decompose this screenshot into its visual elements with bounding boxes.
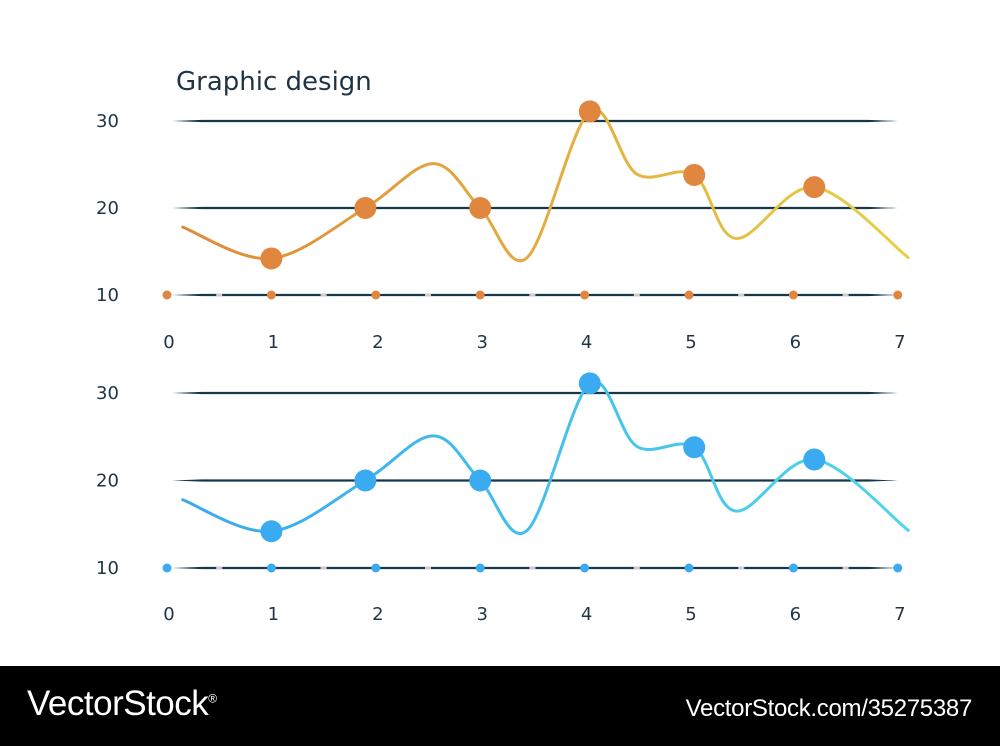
data-point xyxy=(354,197,377,219)
x-tick-label: 5 xyxy=(685,332,696,353)
x-tick-label: 1 xyxy=(268,332,279,353)
baseline-dash xyxy=(425,293,431,297)
baseline-dash xyxy=(216,566,223,570)
data-point xyxy=(469,469,492,492)
baseline-dot xyxy=(162,290,172,300)
baseline-dot xyxy=(788,563,798,573)
series-line xyxy=(181,108,910,263)
x-tick-label: 6 xyxy=(790,604,801,625)
baseline-dash xyxy=(216,293,223,297)
image-id: VectorStock.com/35275387 xyxy=(685,695,973,722)
x-tick-label: 7 xyxy=(894,604,905,625)
baseline-dash xyxy=(529,566,536,570)
x-tick-label: 4 xyxy=(581,332,592,353)
x-tick-label: 3 xyxy=(476,604,487,625)
baseline-dot xyxy=(371,563,381,573)
x-tick-label: 0 xyxy=(163,332,174,353)
baseline-dash xyxy=(633,566,640,570)
grid-line xyxy=(172,479,898,482)
footer-bar: VectorStock® VectorStock.com/35275387 xyxy=(0,666,1000,746)
baseline-dot xyxy=(684,563,694,573)
baseline-dash xyxy=(842,293,849,297)
baseline-dash xyxy=(320,293,327,297)
baseline-dot xyxy=(893,290,903,300)
data-point xyxy=(803,176,826,199)
top-chart-panel: 10 20 30 0 1 2 3 4 5 6 7 xyxy=(96,100,910,353)
baseline-dot xyxy=(475,290,485,300)
baseline-dot xyxy=(580,290,590,300)
baseline-dash xyxy=(320,566,327,570)
baseline-dash xyxy=(842,566,849,570)
chart-title: Graphic design xyxy=(176,67,372,97)
logo-trademark: ® xyxy=(208,691,217,706)
baseline-dash xyxy=(529,293,536,297)
y-tick-label: 10 xyxy=(96,558,119,579)
data-point xyxy=(578,372,601,395)
data-point xyxy=(683,163,706,186)
x-tick-label: 7 xyxy=(894,332,905,353)
x-tick-label: 5 xyxy=(685,604,696,625)
data-point xyxy=(354,469,377,492)
x-tick-label: 1 xyxy=(268,604,279,625)
baseline-dot xyxy=(893,563,903,573)
logo-text: VectorStock xyxy=(27,684,209,723)
data-point xyxy=(469,197,492,219)
x-tick-label: 0 xyxy=(163,604,174,625)
baseline-dot xyxy=(162,563,172,573)
baseline-dot xyxy=(266,563,276,573)
grid-line xyxy=(172,391,898,395)
baseline-dash xyxy=(425,566,431,570)
data-point xyxy=(260,247,283,270)
baseline-dash xyxy=(738,566,745,570)
series-line xyxy=(181,379,910,535)
y-tick-label: 30 xyxy=(96,111,119,132)
baseline-dot xyxy=(684,290,694,300)
baseline-dot xyxy=(580,563,590,573)
x-tick-label: 3 xyxy=(476,332,487,353)
baseline-dash xyxy=(633,293,640,297)
baseline-dot xyxy=(788,290,798,300)
x-tick-label: 6 xyxy=(790,332,801,353)
baseline-dot xyxy=(371,290,381,300)
x-tick-label: 4 xyxy=(581,604,592,625)
data-point xyxy=(683,436,706,459)
y-tick-label: 10 xyxy=(96,285,119,306)
data-point xyxy=(803,448,826,471)
data-point xyxy=(578,100,601,123)
baseline-dash xyxy=(738,293,745,297)
y-tick-label: 20 xyxy=(96,198,119,219)
x-tick-label: 2 xyxy=(372,604,383,625)
y-tick-label: 20 xyxy=(96,471,119,492)
data-point xyxy=(260,520,283,543)
baseline-dot xyxy=(475,563,485,573)
baseline-dot xyxy=(266,290,276,300)
bottom-chart-panel: 10 20 30 0 1 2 3 4 5 6 7 xyxy=(96,372,910,625)
grid-line xyxy=(172,119,898,123)
y-tick-label: 30 xyxy=(96,383,119,404)
vectorstock-logo: VectorStock® xyxy=(27,684,217,724)
grid-line xyxy=(172,206,898,210)
x-tick-label: 2 xyxy=(372,332,383,353)
chart-canvas: Graphic design 10 20 30 0 1 2 3 4 5 6 7 10 20 30 0 1 2 3… xyxy=(96,67,910,625)
